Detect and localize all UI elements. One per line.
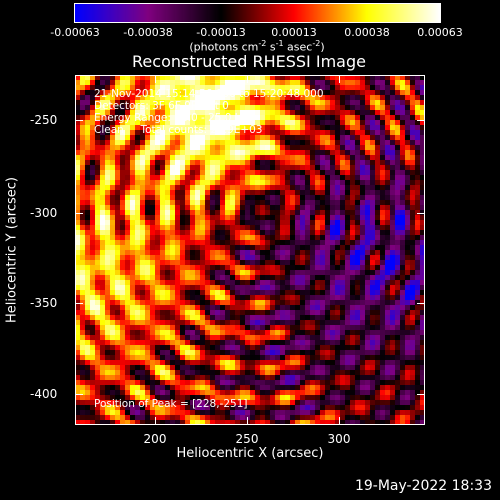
y-tick-label: -350 <box>30 296 58 310</box>
y-axis-label: Heliocentric Y (arcsec) <box>4 177 20 323</box>
x-tick-label: 250 <box>235 432 259 446</box>
colorbar-tick-label: -0.00013 <box>196 26 246 39</box>
y-tick <box>75 213 83 214</box>
overlay-detectors: Detectors: 3F 6F 9F, Att 0 <box>94 100 229 112</box>
x-axis-label: Heliocentric X (arcsec) <box>176 446 324 461</box>
x-tick <box>339 417 340 425</box>
y-tick <box>75 394 83 395</box>
y-tick <box>417 213 425 214</box>
colorbar-tick-label: -0.00063 <box>50 26 100 39</box>
x-tick <box>339 75 340 83</box>
colorbar-tick-label: 0.00013 <box>271 26 317 39</box>
overlay-time-range: 21-Nov-2014 15:14:56.000 to 15:20:48.000 <box>94 88 324 100</box>
rhessi-image <box>75 75 425 425</box>
plot-title: Reconstructed RHESSI Image <box>132 52 366 71</box>
y-tick <box>75 303 83 304</box>
y-tick <box>417 120 425 121</box>
y-tick <box>75 120 83 121</box>
colorbar-tick-label: 0.00038 <box>344 26 390 39</box>
colorbar-units: (photons cm-2 s-1 asec-2) <box>189 39 325 54</box>
overlay-method: Clean Total counts: 2.19E+03 <box>94 124 263 136</box>
x-tick-label: 300 <box>327 432 351 446</box>
footer-timestamp: 19-May-2022 18:33 <box>354 478 492 494</box>
y-tick-label: -250 <box>30 113 58 127</box>
x-tick <box>247 417 248 425</box>
overlay-energy-range: Energy Range: 12.0 - 25.0 keV <box>94 112 255 124</box>
x-tick <box>155 75 156 83</box>
x-tick-label: 200 <box>143 432 167 446</box>
colorbar-tick-label: 0.00063 <box>417 26 463 39</box>
x-tick <box>247 75 248 83</box>
colorbar-tick-label: -0.00038 <box>123 26 173 39</box>
colorbar <box>74 3 441 23</box>
overlay-peak-position: Position of Peak = [228,-251] <box>94 398 248 410</box>
y-tick <box>417 394 425 395</box>
x-tick <box>155 417 156 425</box>
y-tick-label: -300 <box>30 206 58 220</box>
y-tick-label: -400 <box>30 387 58 401</box>
y-tick <box>417 303 425 304</box>
